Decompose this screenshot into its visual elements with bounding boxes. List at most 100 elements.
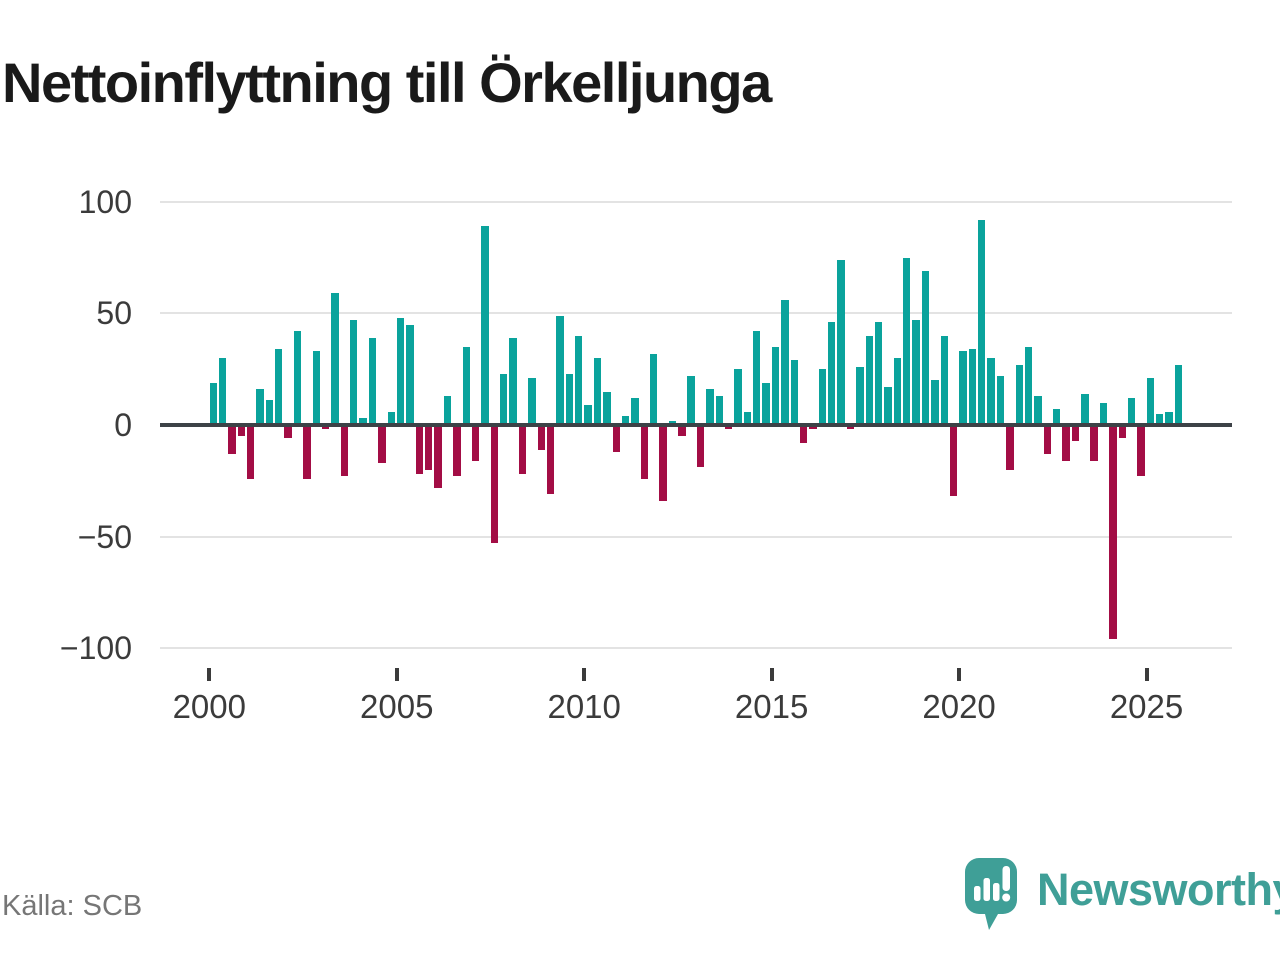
bar-2014q2 bbox=[743, 411, 752, 425]
bar-2008q2 bbox=[518, 425, 527, 475]
bar-2025q1 bbox=[1146, 378, 1155, 425]
bar-2021q4 bbox=[1024, 346, 1033, 425]
bar-2006q1 bbox=[434, 425, 442, 488]
y-axis-label--50: −50 bbox=[77, 518, 132, 555]
bar-2004q4 bbox=[387, 411, 395, 425]
bar-2009q3 bbox=[565, 373, 574, 425]
chart-title: Nettoinflyttning till Örkelljunga bbox=[2, 51, 772, 114]
bar-2020q1 bbox=[959, 351, 967, 425]
bar-2014q3 bbox=[753, 331, 761, 425]
bar-2012q4 bbox=[687, 375, 695, 425]
x-axis-tick-2015 bbox=[769, 668, 774, 681]
bar-2017q1 bbox=[846, 425, 855, 430]
bar-2001q1 bbox=[246, 425, 255, 479]
x-axis-label-2010: 2010 bbox=[547, 688, 621, 725]
bar-2020q3 bbox=[978, 219, 986, 425]
bar-2010q4 bbox=[612, 425, 620, 452]
bar-2015q3 bbox=[790, 360, 798, 425]
bar-2023q4 bbox=[1099, 402, 1108, 425]
bar-2017q3 bbox=[865, 335, 873, 425]
gridline--50 bbox=[160, 535, 1232, 538]
bar-2005q2 bbox=[406, 324, 414, 425]
bar-2010q1 bbox=[584, 404, 592, 425]
bar-2004q3 bbox=[378, 425, 386, 463]
bar-2009q4 bbox=[575, 335, 583, 425]
bar-2005q4 bbox=[425, 425, 433, 470]
newsworthy-logo-icon bbox=[965, 858, 1017, 930]
bar-2011q4 bbox=[649, 353, 658, 425]
bar-2008q3 bbox=[528, 378, 536, 425]
y-axis-label-0: 0 bbox=[114, 407, 132, 443]
bar-2024q4 bbox=[1137, 425, 1145, 477]
zero-axis-line bbox=[160, 423, 1232, 427]
bar-2001q2 bbox=[256, 389, 264, 425]
bar-2022q4 bbox=[1062, 425, 1070, 461]
bar-2021q3 bbox=[1015, 364, 1023, 425]
bar-2017q2 bbox=[856, 366, 864, 425]
bar-2000q4 bbox=[237, 425, 245, 437]
bar-2024q1 bbox=[1109, 425, 1117, 640]
gridline--100 bbox=[160, 647, 1232, 650]
bar-2015q1 bbox=[771, 346, 780, 425]
bar-2022q2 bbox=[1043, 425, 1052, 455]
bar-2018q2 bbox=[893, 358, 902, 425]
bar-2008q4 bbox=[537, 425, 545, 450]
bar-2001q3 bbox=[265, 400, 274, 425]
bar-2012q1 bbox=[659, 425, 667, 501]
bar-2007q4 bbox=[500, 373, 508, 425]
bar-2024q2 bbox=[1118, 425, 1126, 439]
bar-2012q2 bbox=[668, 420, 677, 425]
bar-2021q2 bbox=[1006, 425, 1014, 470]
bar-2009q1 bbox=[546, 425, 555, 495]
bar-2011q2 bbox=[631, 398, 639, 425]
bar-2019q4 bbox=[949, 425, 958, 497]
branding: Newsworthy bbox=[965, 858, 1280, 936]
x-axis-tick-2010 bbox=[582, 668, 587, 681]
bar-2008q1 bbox=[509, 337, 517, 425]
bar-2013q3 bbox=[715, 395, 723, 425]
bar-2018q3 bbox=[903, 257, 911, 425]
bar-2015q4 bbox=[799, 425, 808, 443]
bar-2004q1 bbox=[359, 418, 367, 425]
bar-2002q2 bbox=[293, 331, 302, 425]
x-axis-tick-2025 bbox=[1144, 668, 1149, 681]
bar-2000q2 bbox=[218, 358, 227, 425]
bar-2025q2 bbox=[1156, 413, 1164, 425]
x-axis-label-2015: 2015 bbox=[734, 688, 809, 725]
bar-2025q4 bbox=[1174, 364, 1183, 425]
bar-2014q4 bbox=[762, 382, 770, 425]
bar-2005q3 bbox=[415, 425, 424, 475]
bar-2010q2 bbox=[593, 358, 602, 425]
bar-2002q4 bbox=[312, 351, 320, 425]
bar-2014q1 bbox=[734, 369, 742, 425]
bar-2005q1 bbox=[396, 317, 405, 425]
bar-2021q1 bbox=[996, 375, 1005, 425]
bar-2024q3 bbox=[1127, 398, 1136, 425]
y-axis-label--100: −100 bbox=[59, 630, 132, 667]
bar-2000q3 bbox=[228, 425, 236, 455]
bar-2009q2 bbox=[556, 315, 564, 425]
bar-2006q3 bbox=[453, 425, 461, 477]
bar-2006q4 bbox=[462, 346, 470, 425]
bar-2013q1 bbox=[696, 425, 705, 468]
y-axis-label-100: 100 bbox=[78, 183, 132, 220]
bar-2019q1 bbox=[921, 270, 930, 425]
bar-2020q2 bbox=[968, 349, 977, 425]
bar-2004q2 bbox=[368, 337, 377, 425]
bar-2017q4 bbox=[874, 322, 883, 425]
source-caption: Källa: SCB bbox=[2, 890, 143, 922]
bar-2007q1 bbox=[471, 425, 480, 461]
bar-2022q1 bbox=[1034, 395, 1042, 425]
bar-2023q3 bbox=[1090, 425, 1098, 461]
x-axis-tick-2005 bbox=[394, 668, 399, 681]
bar-2019q3 bbox=[940, 335, 948, 425]
bar-2019q2 bbox=[931, 380, 939, 425]
x-axis-label-2025: 2025 bbox=[1109, 688, 1184, 725]
bar-2016q2 bbox=[818, 369, 827, 425]
x-axis-label-2020: 2020 bbox=[922, 688, 996, 725]
bar-2000q1 bbox=[209, 382, 217, 425]
bar-2001q4 bbox=[275, 349, 283, 425]
bar-2023q2 bbox=[1081, 393, 1089, 425]
bar-2003q2 bbox=[331, 293, 339, 425]
bar-2011q1 bbox=[621, 416, 630, 425]
